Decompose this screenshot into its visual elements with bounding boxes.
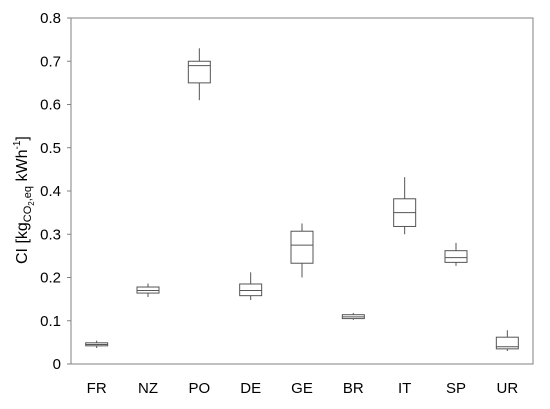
box-series xyxy=(85,48,519,352)
box-ur xyxy=(495,330,519,352)
interquartile-box xyxy=(444,250,468,263)
interquartile-box xyxy=(239,283,263,297)
interquartile-box xyxy=(187,60,211,84)
x-category-label: BR xyxy=(343,380,364,397)
x-category-label: PO xyxy=(188,380,210,397)
box-fr xyxy=(85,340,109,348)
y-axis-ticks: 0 0.1 0.2 0.3 0.4 0.5 0.6 0.7 0.8 xyxy=(40,10,71,373)
box-it xyxy=(393,177,417,235)
y-tick-label: 0.2 xyxy=(40,270,61,287)
y-axis-title-subsub: 2 xyxy=(27,201,36,206)
y-axis-title-close: ] xyxy=(14,136,31,140)
y-tick-label: 0.1 xyxy=(40,313,61,330)
y-tick-label: 0.6 xyxy=(40,97,61,114)
x-category-label: SP xyxy=(446,380,466,397)
y-tick-label: 0.8 xyxy=(40,10,61,27)
box-br xyxy=(341,312,365,320)
y-axis-title-sup: -1 xyxy=(12,140,23,149)
x-axis-categories: FR NZ PO DE GE BR IT SP UR xyxy=(87,380,519,397)
x-category-label: GE xyxy=(291,380,313,397)
x-category-label: NZ xyxy=(138,380,158,397)
y-tick-label: 0.3 xyxy=(40,226,61,243)
x-category-label: DE xyxy=(240,380,261,397)
box-ge xyxy=(290,223,314,278)
plot-area-border xyxy=(70,17,534,365)
box-de xyxy=(239,272,263,300)
plot-frame xyxy=(70,17,534,365)
x-category-label: IT xyxy=(398,380,411,397)
y-tick-label: 0.4 xyxy=(40,183,61,200)
interquartile-box xyxy=(290,230,314,264)
interquartile-box xyxy=(495,336,519,350)
x-category-label: UR xyxy=(496,380,518,397)
y-tick-label: 0 xyxy=(53,356,61,373)
y-axis-title-sub: CO xyxy=(22,205,34,222)
box-sp xyxy=(444,242,468,266)
y-axis-title: CI [kgCO2,eq kWh-1] xyxy=(12,136,36,264)
box-nz xyxy=(136,283,160,297)
y-axis-title-base: CI [kg xyxy=(14,222,31,264)
y-tick-label: 0.5 xyxy=(40,140,61,157)
x-category-label: FR xyxy=(87,380,107,397)
y-axis-title-subtail: ,eq xyxy=(22,186,34,201)
box-po xyxy=(187,48,211,101)
y-tick-label: 0.7 xyxy=(40,53,61,70)
y-axis-title-unit: kWh xyxy=(14,150,31,186)
